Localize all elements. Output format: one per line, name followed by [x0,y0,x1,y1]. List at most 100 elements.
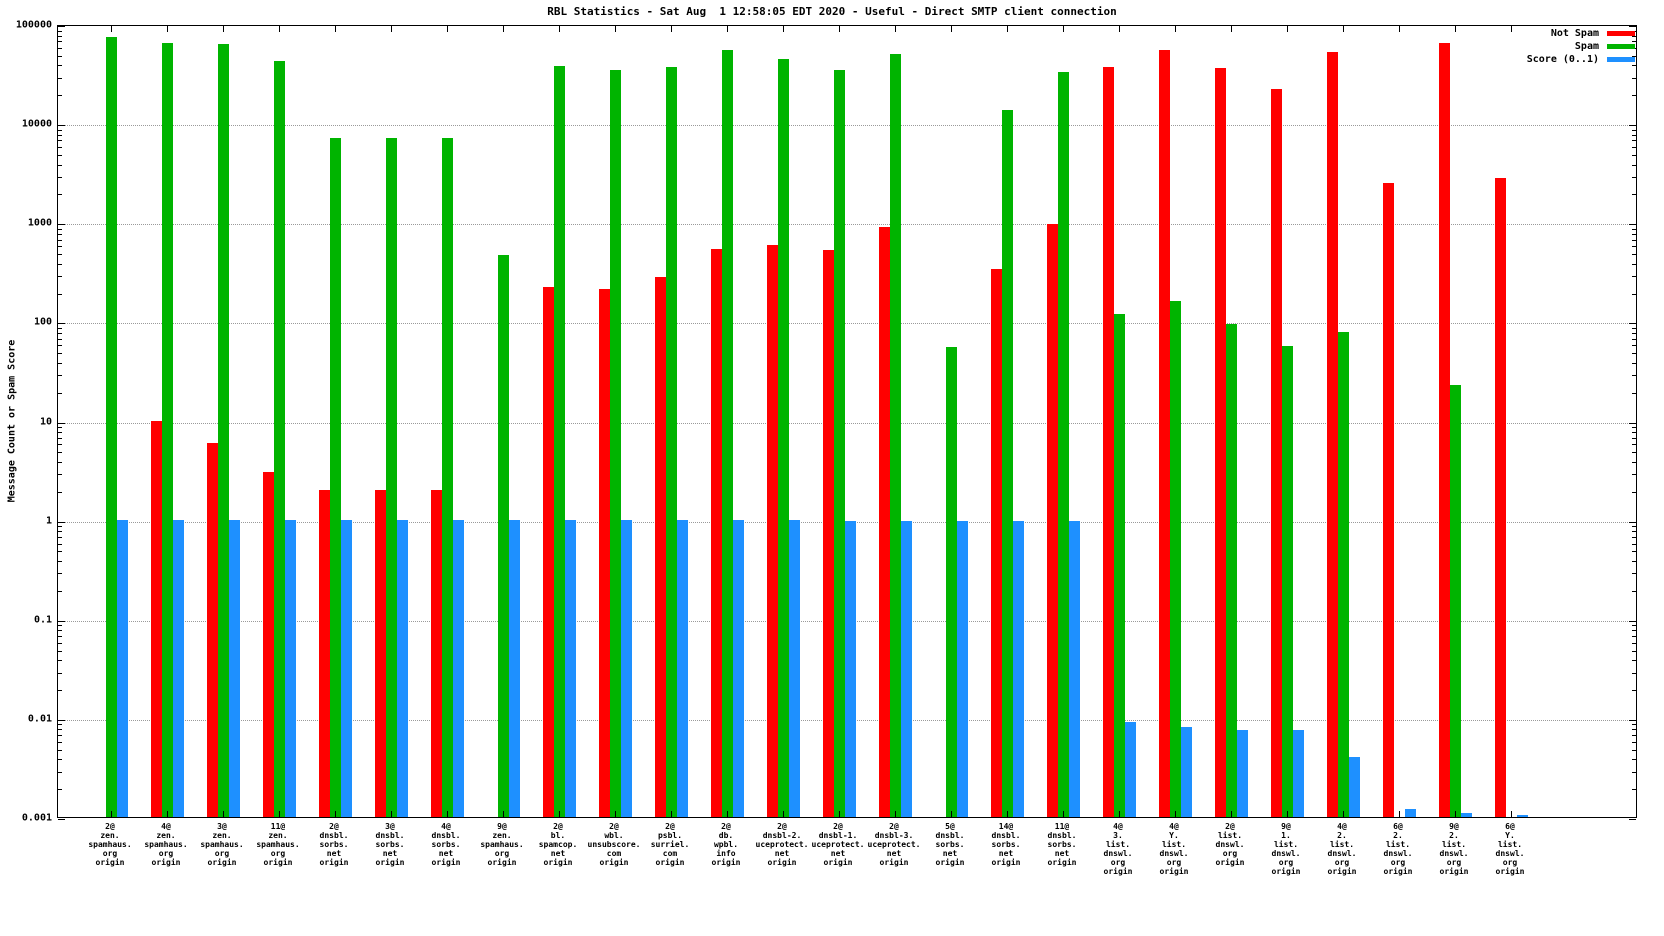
axis-tick-x [671,811,672,817]
axis-tick-x [167,26,168,32]
axis-tick-minor [1632,254,1636,256]
axis-tick-minor [58,41,62,43]
axis-tick-minor [58,432,62,434]
x-category-label: 2@ dnsbl-2. uceprotect. net origin [755,822,809,867]
bar-spam [1057,71,1069,817]
axis-tick-minor [1632,246,1636,248]
axis-tick-minor [1632,164,1636,166]
axis-tick-minor [1632,625,1636,627]
axis-tick-major [58,422,65,424]
axis-tick-x [1231,811,1232,817]
axis-tick-minor [1632,660,1636,662]
axis-tick-major [58,521,65,523]
axis-tick-minor [58,452,62,454]
axis-tick-major [1629,620,1636,622]
y-tick-label: 100000 [15,19,52,31]
bar-not-spam [206,442,218,817]
axis-tick-minor [58,392,62,394]
legend-entry: Spam [1527,40,1635,53]
x-category-label: 9@ zen. spamhaus. org origin [480,822,524,867]
axis-tick-minor [1632,233,1636,235]
x-category-label: 9@ 2. list. dnswl. org origin [1439,822,1469,876]
axis-tick-major [58,125,65,127]
bar-score-0-1 [1180,727,1192,817]
axis-tick-minor [1632,444,1636,446]
axis-tick-minor [1632,147,1636,149]
axis-tick-minor [58,246,62,248]
x-category-label: 4@ zen. spamhaus. org origin [144,822,188,867]
axis-tick-major [58,26,65,27]
bar-score-0-1 [1068,520,1080,817]
bar-score-0-1 [676,519,688,817]
axis-tick-minor [58,134,62,136]
x-category-label: 2@ db. wpbl. info origin [711,822,741,867]
bar-not-spam [766,244,778,817]
x-category-label: 4@ dnsbl. sorbs. net origin [431,822,461,867]
axis-tick-minor [1632,759,1636,761]
axis-tick-x [223,811,224,817]
x-category-label: 2@ dnsbl. sorbs. net origin [319,822,349,867]
bar-not-spam [318,489,330,817]
axis-tick-minor [1632,437,1636,439]
axis-tick-minor [1632,154,1636,156]
axis-tick-minor [1632,551,1636,553]
axis-tick-x [615,811,616,817]
axis-tick-x [279,811,280,817]
plot-area [57,25,1637,820]
bar-not-spam [1382,182,1394,817]
bar-spam [1169,301,1181,817]
axis-tick-minor [1632,771,1636,773]
bar-not-spam [542,287,554,817]
axis-tick-minor [58,427,62,429]
axis-tick-minor [1632,474,1636,476]
axis-tick-minor [58,741,62,743]
bar-spam [105,36,117,817]
axis-tick-minor [1632,741,1636,743]
axis-tick-minor [1632,129,1636,131]
bar-score-0-1 [172,519,184,817]
axis-tick-x [1287,811,1288,817]
bar-spam [889,53,901,817]
bar-spam [777,59,789,817]
x-category-label: 2@ list. dnswl. org origin [1215,822,1245,867]
axis-tick-minor [58,771,62,773]
bar-not-spam [430,489,442,817]
bar-not-spam [374,489,386,817]
axis-tick-minor [58,55,62,57]
bar-score-0-1 [284,519,296,817]
axis-tick-x [671,26,672,32]
axis-tick-x [1063,26,1064,32]
x-category-label: 5@ dnsbl. sorbs. net origin [935,822,965,867]
axis-tick-minor [58,239,62,241]
legend-entry: Not Spam [1527,27,1635,40]
legend-swatch [1607,57,1635,62]
axis-tick-minor [58,353,62,355]
axis-tick-minor [1632,338,1636,340]
bar-score-0-1 [844,520,856,817]
axis-tick-x [1007,26,1008,32]
axis-tick-minor [58,345,62,347]
axis-tick-minor [1632,531,1636,533]
axis-tick-minor [1632,690,1636,692]
x-category-label: 2@ wbl. unsubscore. com origin [587,822,641,867]
bar-spam [1337,332,1349,817]
axis-tick-minor [1632,194,1636,196]
axis-tick-minor [58,590,62,592]
bar-score-0-1 [956,520,968,817]
gridline [58,323,1636,325]
axis-tick-x [167,811,168,817]
axis-tick-minor [58,759,62,761]
axis-tick-minor [58,551,62,553]
axis-tick-x [1455,811,1456,817]
bar-not-spam [262,472,274,817]
axis-tick-x [559,811,560,817]
axis-tick-minor [58,536,62,538]
bar-not-spam [1270,89,1282,817]
axis-tick-x [279,26,280,32]
axis-tick-minor [58,543,62,545]
axis-tick-minor [1632,526,1636,528]
y-tick-label: 100 [33,316,52,328]
axis-tick-x [1063,811,1064,817]
axis-tick-minor [1632,461,1636,463]
axis-tick-minor [1632,263,1636,265]
